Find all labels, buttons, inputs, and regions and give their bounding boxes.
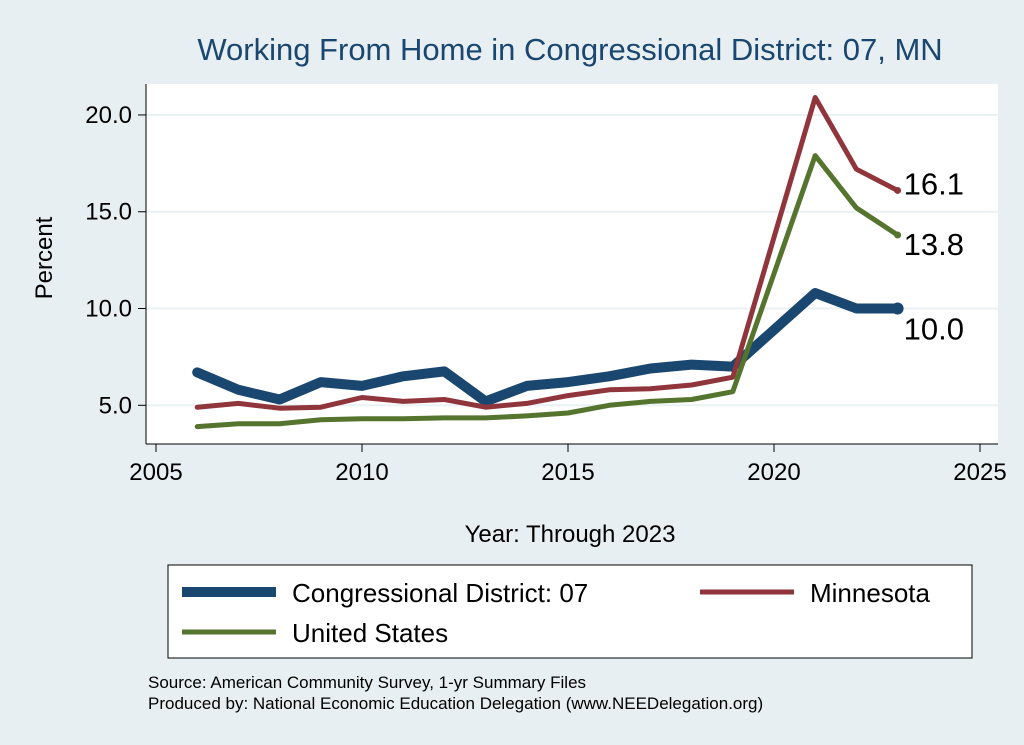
legend-label-2: United States <box>292 618 448 648</box>
series-end-point-1 <box>894 186 902 194</box>
series-end-point-2 <box>894 231 902 239</box>
series-lines <box>192 95 904 430</box>
y-tick-label: 10.0 <box>85 296 132 323</box>
legend: Congressional District: 07 Minnesota Unite… <box>167 564 973 659</box>
x-tick-label: 2010 <box>335 459 388 486</box>
plot-area <box>146 84 998 444</box>
producer-note: Produced by: National Economic Education… <box>148 694 763 713</box>
x-tick-label: 2025 <box>953 459 1006 486</box>
x-tick-label: 2005 <box>129 459 182 486</box>
grid-lines <box>146 113 998 407</box>
legend-label-0: Congressional District: 07 <box>292 578 588 608</box>
chart-title: Working From Home in Congressional Distr… <box>197 32 942 67</box>
y-tick-label: 15.0 <box>85 199 132 226</box>
y-tick-label: 20.0 <box>85 102 132 129</box>
legend-box <box>167 564 973 659</box>
series-end-label-1: 16.1 <box>904 166 964 201</box>
series-line-0 <box>192 288 903 407</box>
end-labels: 10.0 16.1 13.8 <box>904 166 964 346</box>
source-note: Source: American Community Survey, 1-yr … <box>148 673 586 692</box>
series-end-point-0 <box>891 302 904 315</box>
y-tick-label: 5.0 <box>99 392 132 419</box>
x-tick-label: 2020 <box>747 459 800 486</box>
series-line-1 <box>194 95 901 411</box>
axes: 5.0 10.0 15.0 20.0 2005 2010 2015 2020 2025 <box>85 84 1007 486</box>
y-axis-title: Percent <box>31 216 58 299</box>
x-axis-title: Year: Through 2023 <box>465 521 676 548</box>
x-tick-label: 2015 <box>541 459 594 486</box>
series-line-2 <box>194 153 901 430</box>
legend-label-1: Minnesota <box>810 578 930 608</box>
series-end-label-2: 13.8 <box>904 227 964 262</box>
series-end-label-0: 10.0 <box>904 312 964 347</box>
